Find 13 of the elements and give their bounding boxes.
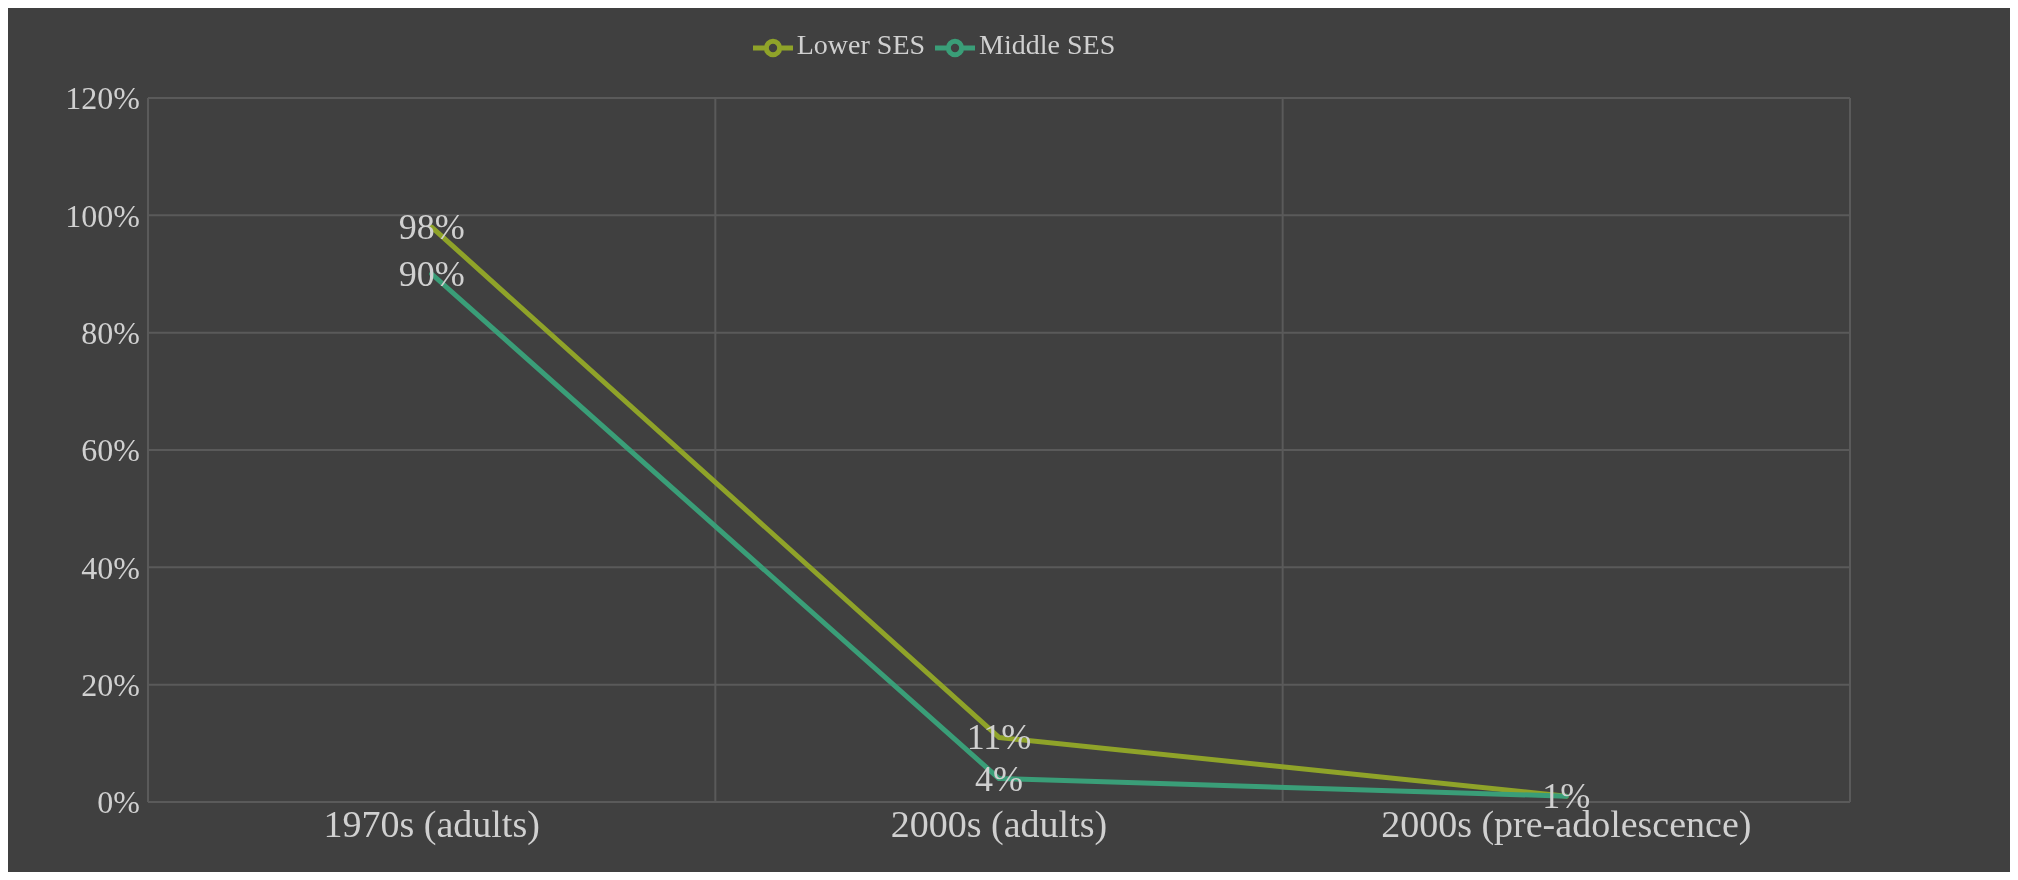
y-tick-label: 0% xyxy=(97,784,140,821)
y-tick-label: 20% xyxy=(81,667,140,704)
y-tick-label: 120% xyxy=(65,80,140,117)
x-tick-label: 1970s (adults) xyxy=(323,802,540,846)
y-tick-label: 40% xyxy=(81,549,140,586)
data-label: 98% xyxy=(398,207,465,248)
y-tick-label: 100% xyxy=(65,197,140,234)
data-label: 90% xyxy=(398,254,465,294)
legend-label: Lower SES xyxy=(796,29,926,61)
legend-label: Middle SES xyxy=(979,29,1116,61)
y-tick-label: 80% xyxy=(81,315,140,352)
x-tick-label: 2000s (adults) xyxy=(890,802,1108,846)
y-tick-label: 60% xyxy=(81,432,140,469)
